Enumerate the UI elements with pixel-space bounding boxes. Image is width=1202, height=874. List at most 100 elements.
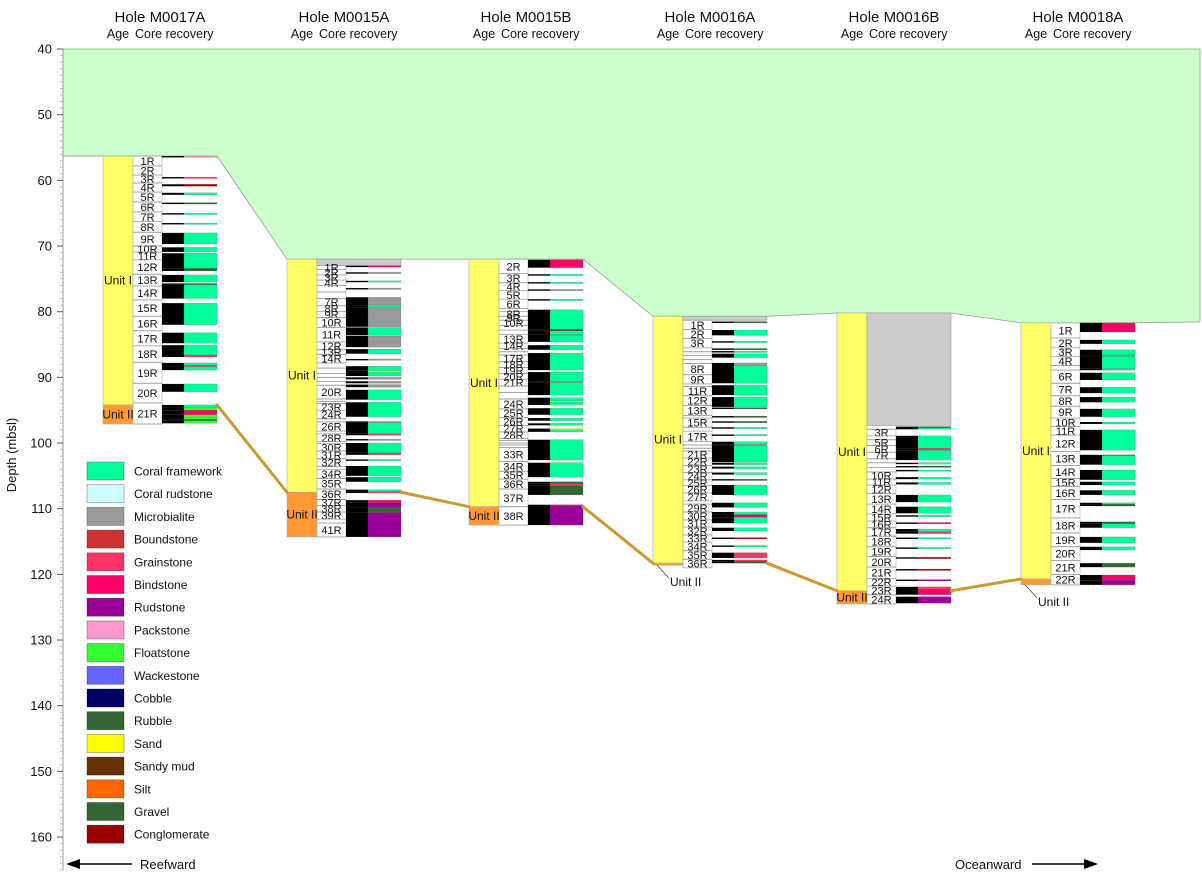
recovered-interval <box>896 547 918 549</box>
recovered-interval <box>346 507 368 513</box>
lithology-segment <box>367 365 402 371</box>
age-column-header: Age <box>107 27 129 41</box>
lithology-segment <box>1101 562 1136 568</box>
legend-item: Conglomerate <box>86 824 210 844</box>
lithology-segment <box>917 450 952 461</box>
lithology-segment <box>367 502 402 508</box>
recovered-interval <box>346 335 368 348</box>
core-label: 38R <box>321 504 341 516</box>
legend-label: Silt <box>134 782 151 796</box>
lithology-segment <box>367 452 402 456</box>
recovered-interval <box>162 303 184 325</box>
age-column-header: Age <box>473 27 495 41</box>
lithology-segment <box>1101 356 1136 370</box>
lithology-segment <box>367 272 402 274</box>
core-label: 8R <box>506 309 520 321</box>
recovered-interval <box>528 382 550 396</box>
core-label: 21R <box>871 568 891 580</box>
legend-item: Rubble <box>86 711 172 731</box>
recovered-interval <box>896 462 918 465</box>
legend-swatch <box>86 461 125 481</box>
recovered-interval <box>712 527 734 532</box>
lithology-segment <box>733 472 768 475</box>
unit-interval <box>468 258 500 508</box>
recovered-interval <box>528 397 550 401</box>
y-tick-label: 100 <box>30 436 52 451</box>
unit-label: Unit II <box>670 575 701 589</box>
lithology-segment <box>367 297 402 306</box>
recovered-interval <box>1080 368 1102 371</box>
recovered-interval <box>712 330 734 336</box>
recovered-interval <box>712 561 734 564</box>
core-recovery-header: Core recovery <box>1053 27 1132 41</box>
legend-swatch <box>86 711 125 731</box>
recovered-interval <box>712 444 734 446</box>
unit-interval <box>652 562 684 566</box>
lithology-segment <box>367 304 402 308</box>
legend-label: Wackestone <box>134 669 200 683</box>
core-label: 14R <box>1055 467 1075 479</box>
lithology-segment <box>733 365 768 384</box>
lithology-segment <box>917 427 952 430</box>
recovered-interval <box>346 384 368 388</box>
y-axis: 40 50 60 70 80 90 100 110 120 130 140 150 160 Depth (… <box>4 42 64 871</box>
core-label: 15R <box>871 513 891 525</box>
lithology-segment <box>183 284 218 299</box>
recovered-interval <box>162 383 184 392</box>
recovered-interval <box>162 414 184 420</box>
lithology-segment <box>549 417 584 421</box>
recovered-interval <box>528 483 550 486</box>
unit-boundary-line <box>215 403 289 494</box>
core-label: 31R <box>687 518 707 530</box>
lithology-segment <box>549 382 584 396</box>
recovered-interval <box>162 156 184 158</box>
lithology-segment <box>917 568 952 571</box>
recovered-interval <box>346 433 368 436</box>
age-column-header: Age <box>1025 27 1047 41</box>
lithology-segment <box>917 476 952 480</box>
core-label: 4R <box>1058 356 1072 368</box>
lithology-segment <box>367 465 402 477</box>
core-label: 10R <box>321 318 341 330</box>
lithology-segment <box>733 434 768 437</box>
lithology-segment <box>549 344 584 350</box>
recovered-interval <box>896 477 918 480</box>
recovered-interval <box>896 537 918 539</box>
lithology-segment <box>917 465 952 468</box>
unit-label: Unit I <box>470 376 498 390</box>
core-label: 4R <box>140 183 154 195</box>
recovered-interval <box>1080 322 1102 333</box>
legend-swatch <box>86 529 125 549</box>
unit-interval <box>1020 322 1052 580</box>
unit-interval <box>836 312 868 592</box>
lithology-segment <box>733 527 768 532</box>
legend-swatch <box>86 620 125 640</box>
recovered-interval <box>712 365 734 384</box>
core-label: 30R <box>321 442 341 454</box>
lithology-segment <box>917 522 952 525</box>
core-label: 7R <box>874 450 888 462</box>
lithology-segment <box>917 579 952 582</box>
recovered-interval <box>346 297 368 306</box>
recovered-interval <box>162 184 184 187</box>
lithology-segment <box>183 407 218 411</box>
recovered-interval <box>712 362 734 366</box>
recovered-interval <box>346 439 368 441</box>
lithology-segment <box>549 259 584 268</box>
lithology-segment <box>917 494 952 503</box>
lithology-segment <box>367 459 402 462</box>
core-label: 11R <box>322 330 341 342</box>
recovered-interval <box>162 407 184 411</box>
unit-label: Unit I <box>1022 444 1050 458</box>
core-label: 14R <box>503 341 523 353</box>
legend-swatch <box>86 688 125 708</box>
lithology-segment <box>549 423 584 426</box>
recovered-interval <box>712 559 734 562</box>
recovered-interval <box>712 479 734 481</box>
lithology-segment <box>917 589 952 595</box>
core-recovery-header: Core recovery <box>501 27 580 41</box>
lithology-segment <box>183 202 218 205</box>
recovered-interval <box>162 404 184 408</box>
recovered-interval <box>528 353 550 371</box>
